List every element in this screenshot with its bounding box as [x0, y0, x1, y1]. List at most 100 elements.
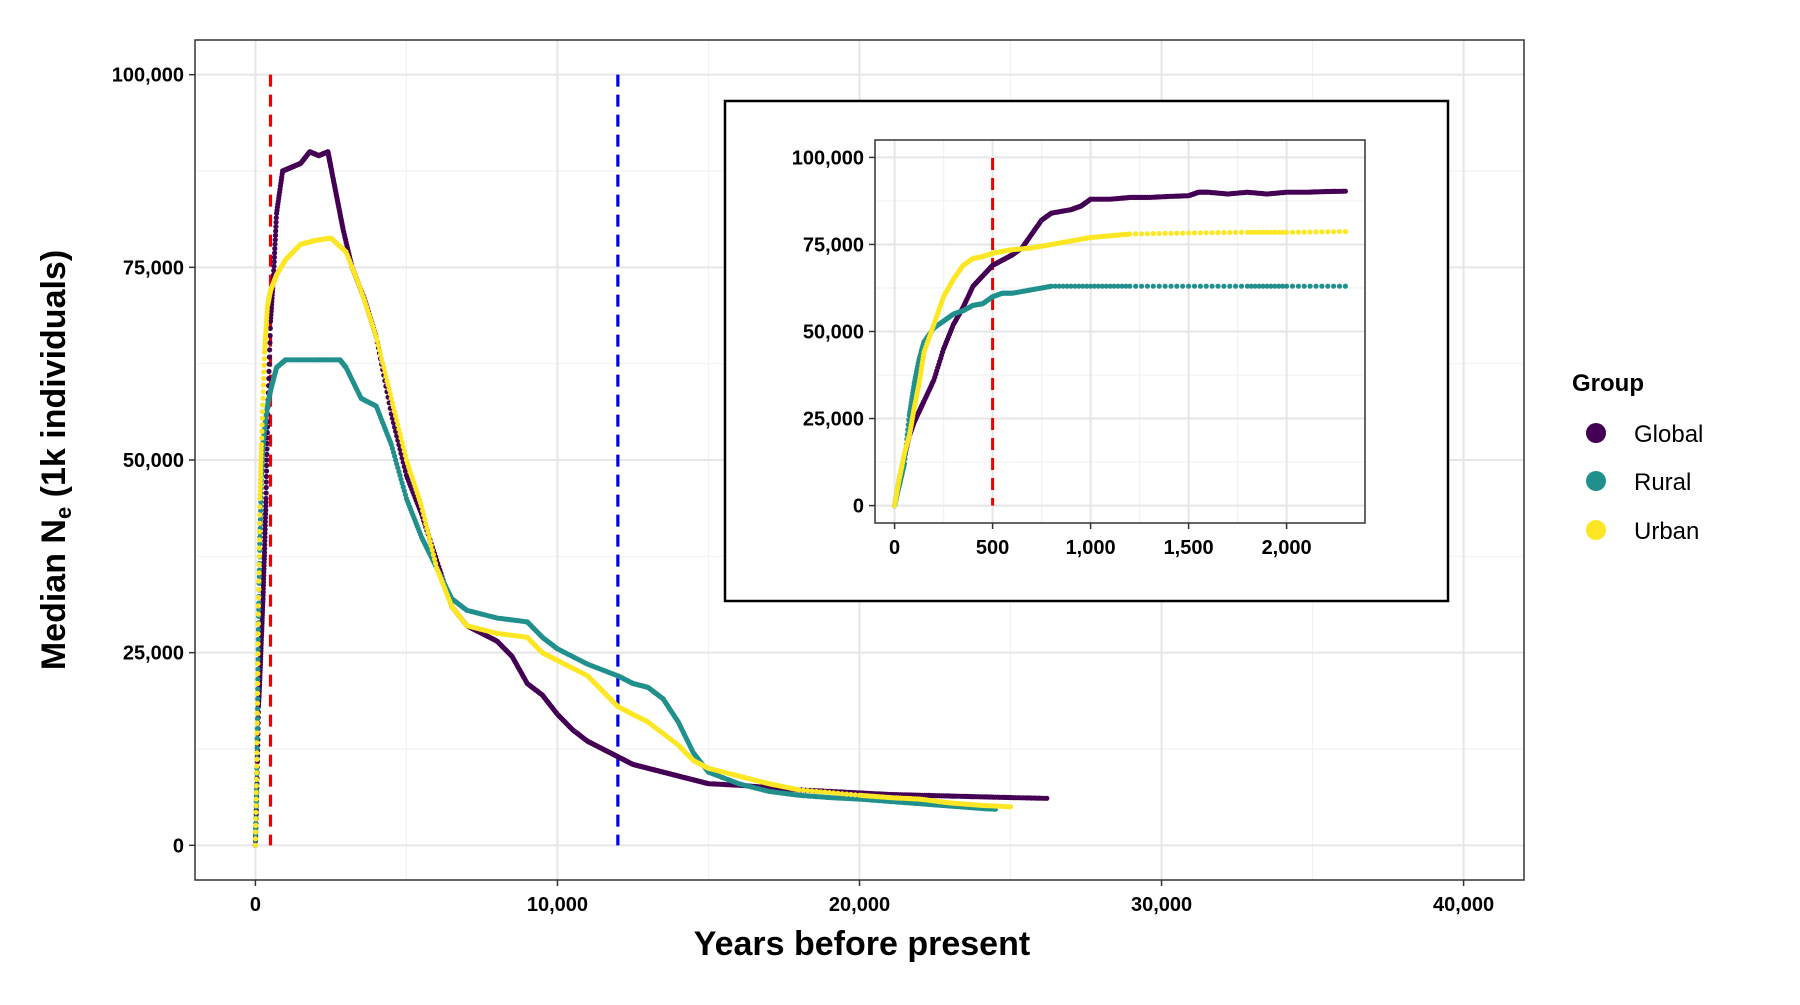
inset-point-urban [1252, 229, 1258, 235]
legend-key-urban [1586, 520, 1606, 540]
y-axis-title-subscript: e [51, 507, 76, 519]
inset-point-rural [1272, 283, 1278, 289]
inset-point-rural [1301, 283, 1307, 289]
inset-point-rural [1064, 283, 1070, 289]
legend-item-urban: Urban [1586, 518, 1699, 545]
point-urban [259, 435, 265, 441]
inset-x-tick-label: 1,500 [1164, 537, 1214, 559]
point-global [402, 468, 408, 474]
inset-point-urban [1215, 230, 1221, 236]
inset-point-urban [1221, 229, 1227, 236]
point-global [271, 268, 277, 274]
inset-point-urban [1289, 229, 1296, 235]
point-rural [255, 686, 261, 692]
inset-point-rural [1319, 283, 1325, 289]
inset-point-rural [1076, 283, 1082, 289]
point-urban [261, 375, 267, 382]
point-urban [397, 431, 403, 437]
inset-point-urban [1244, 229, 1250, 235]
point-rural [255, 626, 261, 633]
inset-point-urban [1331, 229, 1337, 235]
point-urban [260, 395, 266, 401]
point-urban [430, 552, 436, 558]
point-urban [381, 364, 387, 371]
point-urban [401, 448, 407, 454]
inset-point-rural [1080, 283, 1086, 289]
point-urban [254, 740, 260, 746]
point-urban [256, 545, 262, 551]
point-urban [420, 508, 426, 514]
inset-point-rural [1238, 283, 1245, 289]
inset-point-rural [1244, 283, 1250, 289]
y-axis-title-suffix: (1k individuals) [35, 250, 73, 507]
point-urban [852, 792, 858, 798]
inset-point-rural [1111, 283, 1117, 289]
inset-point-urban [1238, 229, 1245, 235]
point-urban [255, 631, 261, 637]
point-global [271, 259, 277, 265]
inset-y-tick-label: 75,000 [803, 234, 864, 256]
inset-point-urban [1162, 230, 1168, 236]
legend-key-global [1586, 423, 1606, 443]
inset-point-rural [1186, 283, 1192, 289]
point-global [262, 542, 268, 548]
point-urban [796, 787, 802, 793]
inset-point-rural [1325, 283, 1331, 289]
inset-point-rural [1068, 283, 1074, 289]
point-urban [429, 547, 435, 553]
point-global [262, 522, 268, 529]
inset-point-urban [1186, 230, 1192, 236]
inset-point-rural [1331, 283, 1337, 289]
point-global [263, 484, 269, 491]
inset-point-global [1342, 188, 1348, 194]
inset-point-rural [1162, 283, 1168, 289]
point-urban [254, 750, 260, 756]
inset-point-rural [1280, 283, 1286, 289]
y-axis-title-main: Median N [35, 519, 73, 670]
point-urban [422, 516, 428, 523]
inset-point-rural [1103, 283, 1109, 289]
point-urban [255, 680, 261, 687]
inset-point-rural [1227, 283, 1233, 289]
point-urban [258, 449, 264, 455]
point-urban [257, 520, 263, 526]
point-global [262, 526, 268, 533]
point-urban [389, 400, 395, 406]
point-global [273, 228, 279, 234]
series-urban [252, 235, 1014, 848]
point-urban [379, 356, 385, 362]
point-global [262, 515, 268, 521]
inset-point-rural [1048, 283, 1054, 289]
inset-y-tick-label: 100,000 [792, 147, 864, 169]
point-urban [257, 484, 263, 490]
y-tick-label: 25,000 [123, 643, 184, 665]
point-urban [253, 783, 259, 789]
point-rural [254, 716, 261, 722]
point-urban [256, 595, 262, 601]
point-urban [257, 504, 263, 510]
x-tick-label: 20,000 [829, 894, 890, 916]
point-global [266, 354, 272, 360]
point-urban [398, 435, 404, 441]
point-urban [255, 611, 261, 617]
point-urban [831, 790, 837, 796]
inset-y-tick-label: 50,000 [803, 322, 864, 344]
point-rural [255, 676, 261, 682]
point-urban [393, 413, 399, 419]
point-global [262, 538, 268, 544]
point-urban [258, 453, 264, 459]
inset-point-rural [1209, 283, 1215, 289]
inset-point-rural [1072, 283, 1078, 289]
inset-point-rural [1156, 283, 1162, 289]
inset-point-urban [1276, 229, 1282, 235]
inset-grid [875, 140, 1365, 523]
inset-point-urban [1260, 229, 1266, 235]
point-global [264, 440, 270, 447]
point-urban [425, 530, 431, 536]
point-rural [254, 745, 260, 752]
inset-point-urban [1156, 230, 1162, 237]
inset-point-urban [1336, 229, 1343, 235]
point-urban [257, 488, 263, 494]
inset-point-rural [1260, 283, 1266, 289]
point-urban [253, 796, 259, 802]
